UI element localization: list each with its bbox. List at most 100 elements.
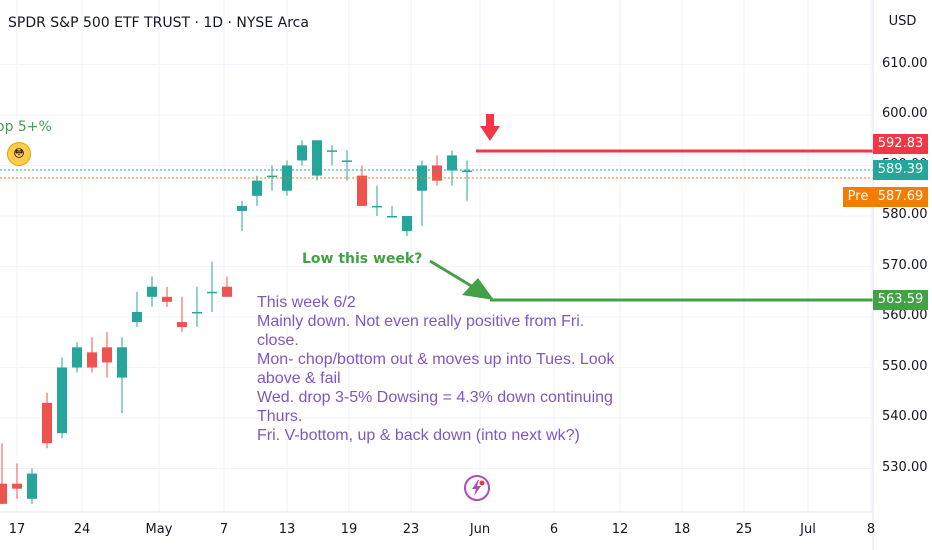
candle-body — [222, 286, 232, 297]
candle-body — [177, 322, 187, 328]
candle-body — [57, 367, 67, 434]
note-line: Mainly down. Not even really positive fr… — [257, 313, 585, 330]
note-line: close. — [257, 332, 299, 349]
shocked-emoji-icon[interactable]: 😳 — [7, 142, 31, 166]
y-tick-label: 530.00 — [882, 459, 928, 475]
candle — [447, 150, 457, 186]
x-tick-label: Jul — [800, 522, 816, 537]
candle-body — [327, 150, 337, 152]
candle — [132, 291, 142, 328]
x-tick-label: 24 — [73, 522, 91, 537]
x-tick-label: May — [145, 522, 173, 537]
candle-body — [147, 286, 157, 297]
x-tick-label: 25 — [735, 522, 753, 537]
candle-body — [237, 205, 247, 211]
candle-body — [267, 175, 277, 178]
candle — [312, 140, 322, 181]
candle-body — [12, 483, 22, 489]
candle — [57, 357, 67, 439]
y-tick-label: 540.00 — [882, 409, 928, 424]
lightning-icon[interactable] — [464, 475, 490, 501]
candle — [0, 443, 7, 504]
candle-body — [87, 352, 97, 368]
candle-body — [342, 160, 352, 162]
y-tick-label: 550.00 — [882, 358, 928, 374]
y-tick-label: 570.00 — [882, 257, 928, 273]
candle-body — [432, 165, 442, 181]
candle — [27, 468, 37, 504]
candle — [402, 216, 412, 237]
grid-lines — [0, 0, 873, 512]
x-tick-label: 17 — [8, 522, 26, 537]
candle — [357, 165, 367, 206]
low-this-week-annotation[interactable]: Low this week? — [302, 251, 423, 267]
x-tick-label: 6 — [549, 522, 559, 537]
candle — [327, 145, 337, 166]
currency-label[interactable]: USD — [888, 14, 917, 29]
candle-body — [372, 205, 382, 208]
candle — [147, 276, 157, 307]
candle — [222, 276, 232, 297]
candle-body — [312, 140, 322, 176]
note-line: This week 6/2 — [257, 294, 356, 311]
candle-body — [192, 311, 202, 314]
y-tick-label: 560.00 — [882, 308, 928, 323]
candle-body — [387, 216, 397, 218]
candle — [342, 150, 352, 181]
symbol-title[interactable]: SPDR S&P 500 ETF TRUST · 1D · NYSE Arca — [8, 15, 309, 31]
candle-body — [447, 155, 457, 171]
candle — [102, 332, 112, 378]
candle — [252, 175, 262, 206]
candle — [432, 155, 442, 186]
candle-body — [252, 180, 262, 196]
x-tick-label: Jun — [469, 522, 491, 537]
x-tick-label: 13 — [278, 522, 296, 537]
candle — [87, 337, 97, 373]
candle-body — [297, 145, 307, 161]
pre-market-price-label: 587.69 — [873, 187, 928, 207]
x-tick-label: 18 — [673, 522, 691, 537]
note-line: Fri. V-bottom, up & back down (into next… — [257, 427, 580, 444]
note-line: above & fail — [257, 370, 341, 387]
x-tick-label: 12 — [611, 522, 629, 537]
x-tick-label: 19 — [340, 522, 358, 537]
x-tick-label: 8 — [866, 522, 876, 537]
candlestick-series — [0, 140, 472, 504]
candle — [462, 160, 472, 201]
green-level-price-label: 563.59 — [873, 290, 928, 310]
candle-body — [402, 216, 412, 232]
candle-body — [27, 473, 37, 499]
candle — [177, 296, 187, 333]
note-line: Mon- chop/bottom out & moves up into Tue… — [257, 351, 615, 368]
candle — [387, 205, 397, 218]
weekly-note-annotation[interactable]: This week 6/2 Mainly down. Not even real… — [257, 293, 617, 445]
x-tick-label: 7 — [219, 522, 229, 537]
candle — [72, 342, 82, 373]
candle — [42, 392, 52, 449]
candle — [207, 261, 217, 312]
green-arrow-icon[interactable] — [429, 259, 494, 300]
candle-body — [42, 402, 52, 444]
candle — [237, 200, 247, 232]
red-level-price-label: 592.83 — [873, 134, 928, 154]
x-tick-label: 23 — [402, 522, 420, 537]
y-tick-label: 610.00 — [882, 55, 928, 71]
candle-body — [207, 291, 217, 294]
candle-body — [117, 347, 127, 378]
candle-body — [102, 347, 112, 363]
candle — [12, 463, 22, 499]
top-left-annotation[interactable]: op 5+% — [0, 119, 52, 135]
y-tick-label: 580.00 — [882, 207, 928, 222]
candle-body — [162, 296, 172, 302]
down-arrow-icon[interactable] — [480, 114, 500, 141]
candle — [117, 337, 127, 413]
note-line: Wed. drop 3-5% Dowsing = 4.3% down conti… — [257, 389, 613, 406]
last-price-label: 589.39 — [873, 160, 928, 180]
y-tick-label: 600.00 — [882, 106, 928, 121]
candle — [297, 140, 307, 166]
candle — [162, 286, 172, 307]
candle — [282, 160, 292, 196]
pre-market-tag: Pre — [843, 187, 873, 207]
candle-body — [282, 165, 292, 191]
